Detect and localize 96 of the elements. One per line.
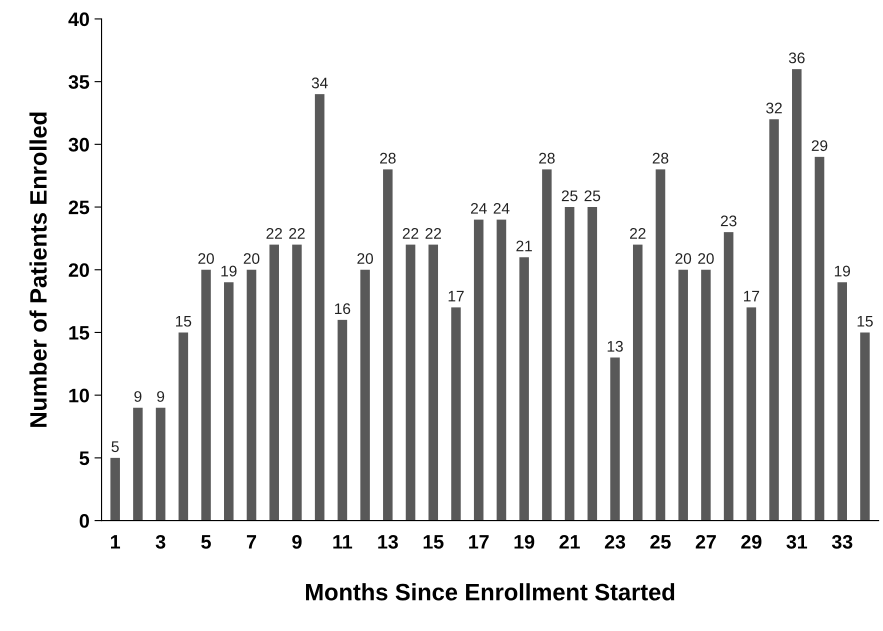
data-label: 20 — [198, 253, 214, 264]
x-tick-label: 31 — [786, 534, 808, 549]
y-tick-label: 40 — [68, 12, 89, 26]
bar — [224, 282, 234, 521]
x-tick-label: 7 — [246, 535, 256, 549]
x-tick-label: 23 — [604, 534, 626, 549]
bar — [496, 220, 506, 521]
data-label: 28 — [539, 152, 555, 164]
y-tick-label: 25 — [68, 200, 90, 214]
bar — [519, 257, 529, 521]
bar — [269, 244, 279, 521]
bar — [451, 307, 461, 521]
x-tick-label: 9 — [292, 534, 302, 549]
bar — [474, 220, 484, 521]
y-tick-label: 10 — [69, 388, 89, 402]
bar — [314, 94, 324, 521]
x-tick-label: 5 — [201, 535, 211, 549]
data-label: 20 — [244, 253, 260, 264]
data-label: 19 — [834, 266, 850, 276]
bar — [428, 244, 438, 521]
data-label: 21 — [516, 240, 532, 252]
data-label: 22 — [266, 228, 282, 239]
bar — [678, 270, 688, 521]
bar — [792, 69, 802, 521]
data-label: 19 — [221, 266, 237, 276]
x-tick-label: 25 — [650, 534, 671, 549]
bar — [110, 458, 120, 521]
bar — [746, 307, 756, 521]
data-label: 22 — [289, 228, 305, 239]
data-label: 22 — [426, 228, 441, 239]
data-label: 20 — [698, 253, 714, 264]
bar — [860, 332, 870, 521]
bar — [246, 270, 256, 521]
data-label: 15 — [858, 316, 873, 327]
data-label: 9 — [157, 391, 164, 402]
x-tick-label: 19 — [514, 534, 534, 549]
y-tick-label: 5 — [80, 452, 90, 466]
bar — [610, 358, 620, 521]
data-label: 34 — [312, 78, 328, 88]
x-tick-label: 1 — [110, 535, 120, 549]
bar — [814, 156, 824, 521]
data-label: 28 — [652, 152, 668, 164]
data-label: 17 — [448, 290, 464, 302]
data-label: 29 — [812, 140, 828, 152]
x-tick-label: 15 — [424, 535, 444, 549]
bar — [564, 207, 574, 521]
data-label: 16 — [335, 303, 350, 314]
y-tick-label: 35 — [68, 75, 90, 89]
bar — [133, 408, 143, 521]
bar — [656, 169, 666, 521]
bar — [701, 270, 711, 521]
x-tick-label: 13 — [378, 534, 398, 549]
data-label: 28 — [380, 152, 396, 164]
x-tick-label: 21 — [559, 534, 580, 549]
data-label: 15 — [176, 316, 192, 327]
data-label: 23 — [720, 216, 736, 226]
bar — [724, 232, 734, 521]
bar — [156, 408, 166, 521]
data-label: 13 — [608, 340, 623, 352]
bar — [769, 119, 779, 521]
data-label: 32 — [766, 102, 782, 114]
x-tick-label: 33 — [832, 534, 852, 549]
data-label: 20 — [675, 253, 692, 264]
data-label: 24 — [470, 202, 487, 214]
x-tick-label: 11 — [333, 535, 352, 549]
x-tick-label: 17 — [469, 535, 489, 549]
data-label: 24 — [494, 202, 510, 214]
bar — [292, 244, 302, 521]
bar — [201, 270, 211, 521]
data-label: 22 — [402, 228, 418, 239]
x-axis-title: Months Since Enrollment Started — [306, 583, 674, 600]
y-tick-label: 20 — [68, 263, 89, 277]
bar — [338, 320, 348, 521]
bar — [632, 244, 643, 521]
y-axis-title: Number of Patients Enrolled — [29, 112, 47, 427]
data-label: 25 — [584, 190, 600, 202]
x-tick-label: 27 — [696, 534, 716, 549]
data-label: 20 — [357, 253, 373, 264]
y-tick-label: 30 — [68, 138, 89, 152]
bar — [360, 270, 370, 521]
x-tick-label: 29 — [741, 534, 762, 549]
y-tick-label: 15 — [69, 326, 90, 340]
bar — [837, 282, 848, 521]
bar — [542, 169, 552, 521]
data-label: 25 — [562, 190, 578, 202]
bar — [406, 244, 416, 521]
data-label: 5 — [112, 441, 119, 452]
y-tick-label: 0 — [80, 514, 89, 528]
x-tick-label: 3 — [156, 534, 166, 549]
data-label: 36 — [788, 52, 805, 64]
bar — [588, 207, 598, 521]
data-label: 9 — [134, 391, 142, 402]
bar — [383, 169, 393, 521]
data-label: 17 — [744, 290, 760, 302]
data-label: 22 — [630, 228, 646, 239]
bar — [178, 332, 188, 521]
